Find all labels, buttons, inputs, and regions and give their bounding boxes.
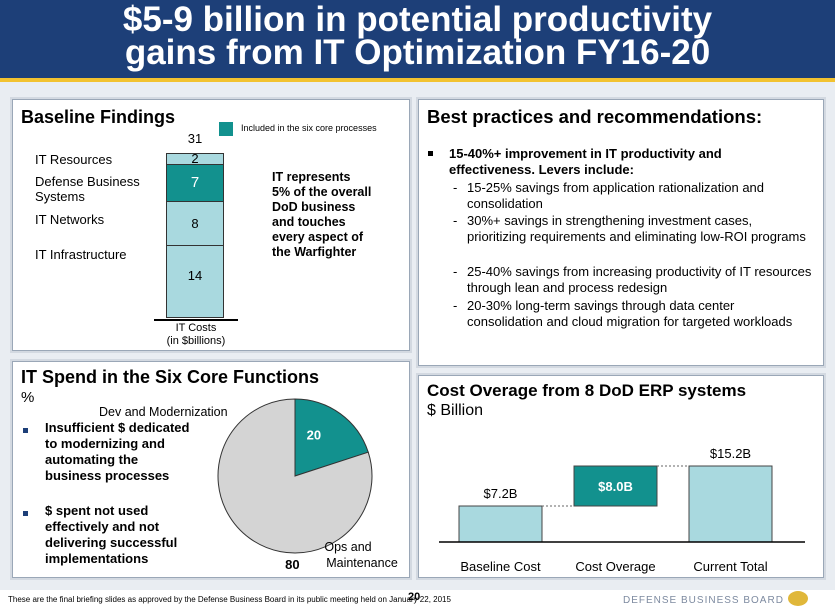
bar-total-label: 31 [187, 131, 203, 146]
dash-icon: - [453, 213, 458, 228]
recommendation-item: - 25-40% savings from increasing product… [453, 264, 813, 296]
cost-overage-unit: $ Billion [427, 402, 484, 419]
recommendation-item: - 15-25% savings from application ration… [453, 180, 813, 212]
axis-label-line-2: (in $billions) [166, 335, 226, 347]
pie-category-ops-line-1: Ops and [324, 540, 371, 554]
page-number: 20 [408, 591, 421, 603]
pie-chart: 20 80 Dev and Modernization Ops and Maintena… [99, 398, 398, 572]
footer-text: These are the final briefing slides as a… [8, 595, 451, 604]
baseline-findings-title: Baseline Findings [21, 107, 176, 127]
it-spend-panel: IT Spend in the Six Core Functions % Ins… [12, 361, 410, 578]
it-spend-unit: % [21, 389, 35, 406]
board-seal-icon [788, 591, 808, 606]
row-label-it-infrastructure: IT Infrastructure [35, 247, 127, 262]
footer-org: DEFENSE BUSINESS BOARD [623, 595, 784, 606]
recommendation-text: 25-40% savings from increasing productiv… [467, 264, 812, 295]
slide-footer: These are the final briefing slides as a… [0, 590, 835, 606]
title-line-1: $5-9 billion in potential productivity [122, 0, 713, 39]
cost-overage-title: Cost Overage from 8 DoD ERP systems [427, 381, 747, 400]
pie-slice-ops-maintenance [217, 398, 373, 554]
bar-baseline [154, 319, 238, 321]
recommendation-text: 15-25% savings from application rational… [467, 180, 765, 211]
bar-category-label: Current Total [693, 559, 767, 574]
legend-swatch [219, 122, 233, 136]
slide-title: $5-9 billion in potential productivity g… [0, 0, 835, 72]
it-spend-title: IT Spend in the Six Core Functions [21, 367, 320, 387]
bar-segment-defense-business-systems: 7 [166, 164, 224, 202]
dash-icon: - [453, 264, 458, 279]
spend-bullet-icon [23, 428, 28, 433]
title-line-2: gains from IT Optimization FY16-20 [124, 33, 711, 72]
spend-bullet-text: $ spent not used effectively and not del… [45, 503, 178, 566]
bar-baseline-cost [458, 505, 543, 543]
pie-category-ops-line-2: Maintenance [326, 556, 398, 570]
axis-label-line-1: IT Costs [175, 322, 217, 334]
recommendation-text: 30%+ savings in strengthening investment… [467, 213, 806, 244]
best-practices-panel: Best practices and recommendations: 15-4… [418, 99, 824, 366]
slide-header: $5-9 billion in potential productivity g… [0, 0, 835, 82]
recommendation-text: 20-30% long-term savings through data ce… [467, 298, 793, 329]
bar-value-label: $8.0B [598, 479, 633, 494]
bar-segment-it-networks: 8 [166, 201, 224, 246]
best-practices-title: Best practices and recommendations: [427, 106, 763, 127]
bar-category-label: Baseline Cost [460, 559, 541, 574]
best-practices-lead: 15-40%+ improvement in IT productivity a… [449, 146, 722, 177]
pie-category-dev: Dev and Modernization [99, 405, 228, 419]
bar-current-total [688, 465, 773, 543]
lead-bullet-icon [428, 151, 433, 156]
legend-label: Included in the six core processes [241, 123, 377, 133]
spend-bullet-text: Insufficient $ dedicated to modernizing … [45, 420, 190, 483]
bar-cost-overage [573, 465, 658, 507]
cost-overage-panel: Cost Overage from 8 DoD ERP systems $ Bi… [418, 375, 824, 578]
row-label-it-resources: IT Resources [35, 152, 113, 167]
recommendation-item: - 30%+ savings in strengthening investme… [453, 213, 813, 245]
stacked-bar: 31 2 7 8 14 [166, 131, 224, 318]
recommendation-item: - 20-30% long-term savings through data … [453, 298, 813, 330]
dash-icon: - [453, 180, 458, 195]
pie-label-dev-value: 20 [307, 428, 321, 443]
baseline-callout: IT represents 5% of the overall DoD busi… [272, 170, 372, 259]
pie-slice-dev-modernization [294, 398, 369, 477]
dash-icon: - [453, 298, 458, 313]
bar-value-label: $7.2B [484, 486, 518, 501]
baseline-findings-panel: Baseline Findings Included in the six co… [12, 99, 410, 351]
bar-axis-label: IT Costs (in $billions) [151, 322, 241, 348]
spend-bullet-icon [23, 511, 28, 516]
waterfall-chart: $7.2B Baseline Cost $8.0B Cost Overage $15.2… [439, 446, 805, 574]
pie-label-ops-value: 80 [285, 557, 299, 572]
bar-segment-it-infrastructure: 14 [166, 245, 224, 318]
bar-category-label: Cost Overage [575, 559, 655, 574]
row-label-defense-business-systems: Defense Business Systems [35, 174, 140, 204]
bar-value-label: $15.2B [710, 446, 751, 461]
row-label-it-networks: IT Networks [35, 212, 105, 227]
